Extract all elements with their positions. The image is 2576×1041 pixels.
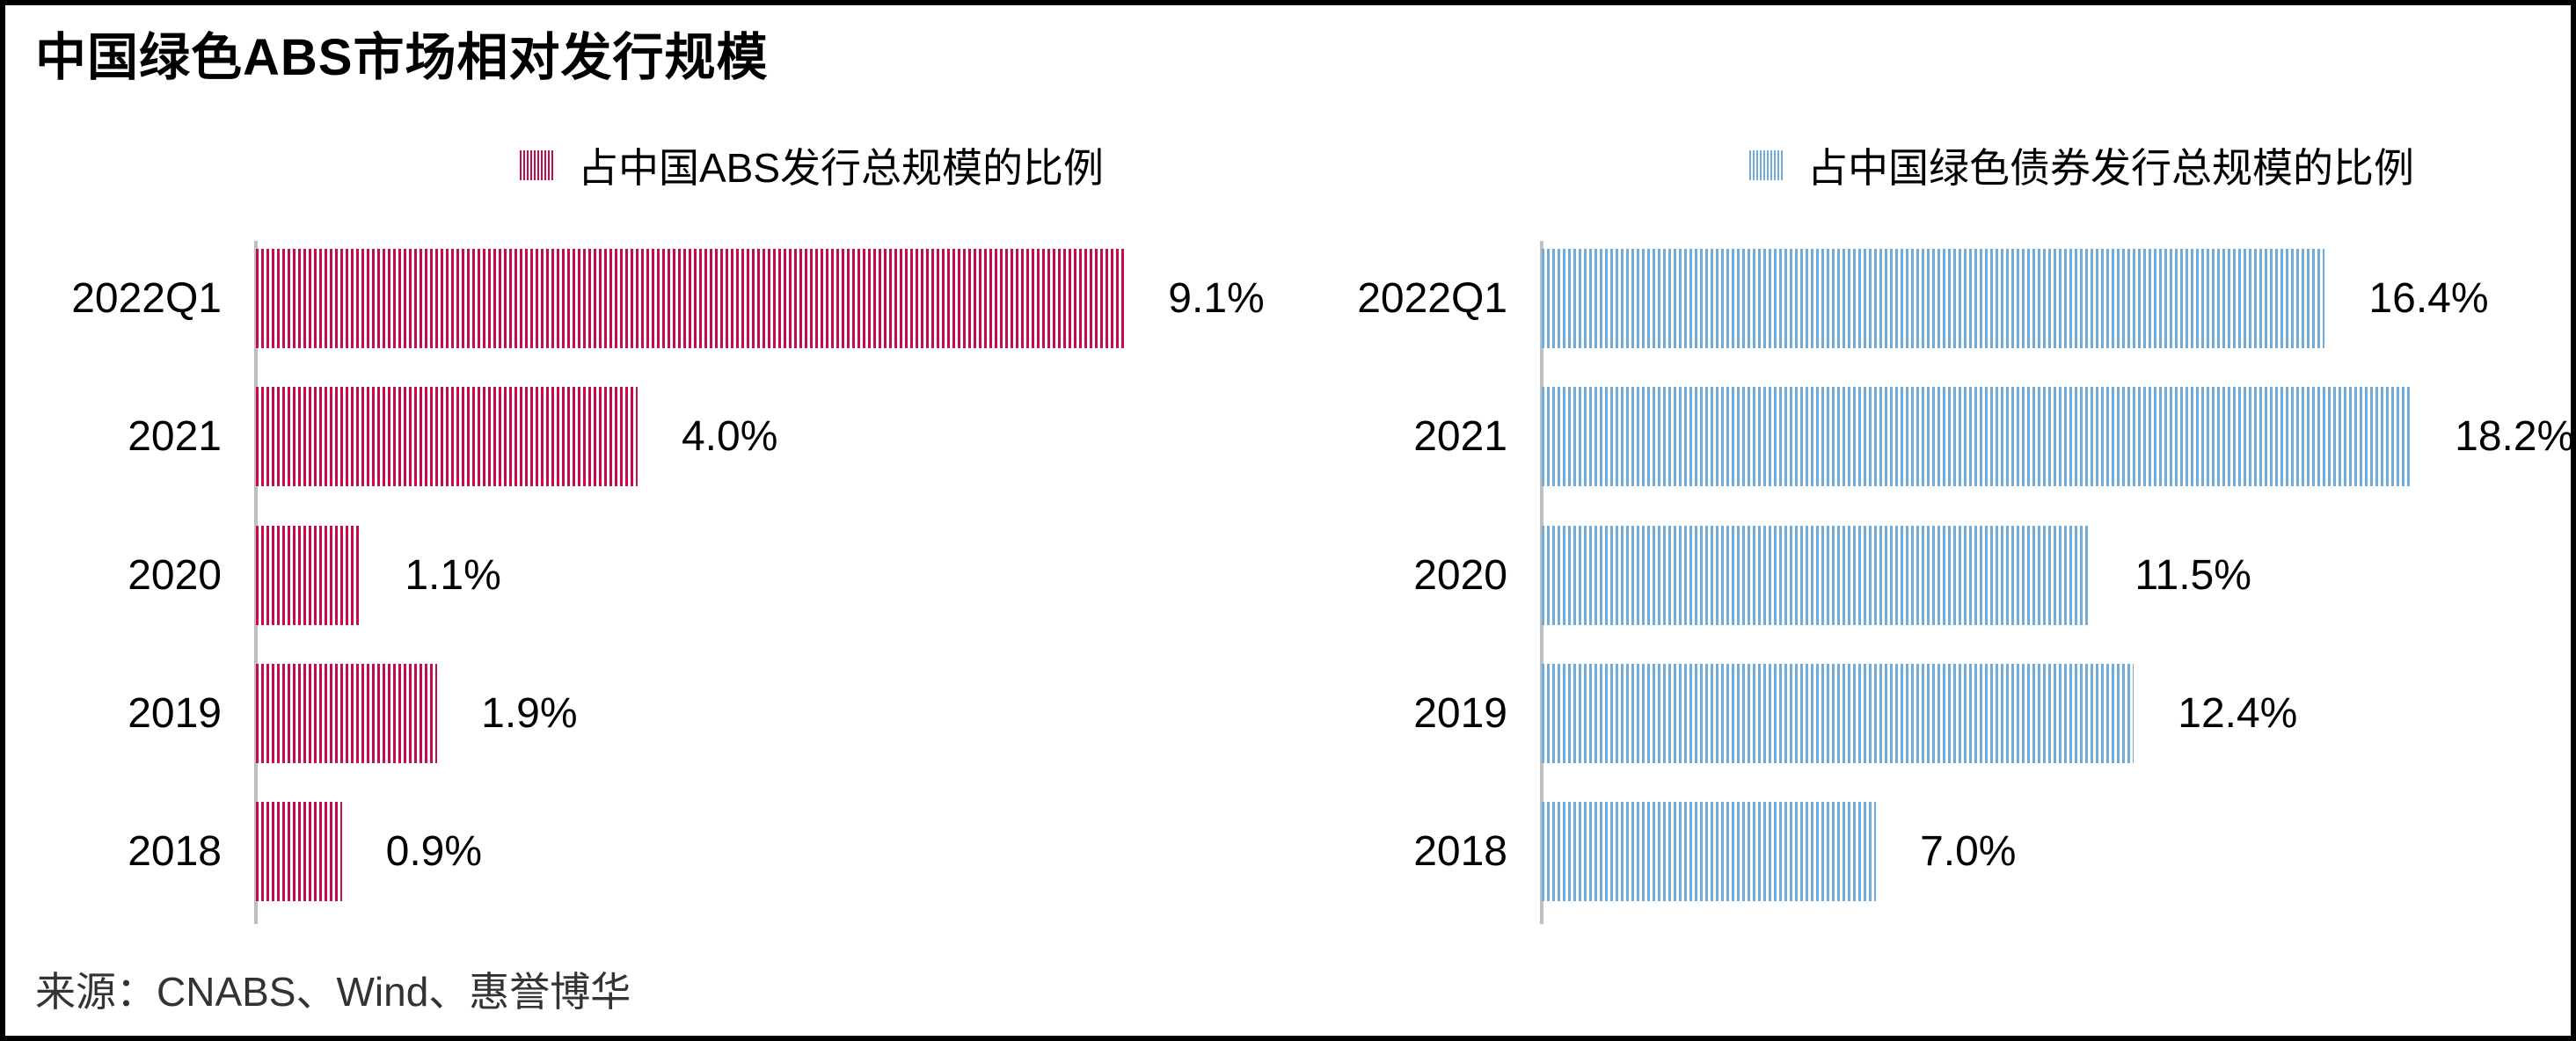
category-label: 2018 [128, 828, 222, 875]
category-label: 2022Q1 [1357, 275, 1507, 322]
value-label: 1.9% [481, 689, 578, 737]
green-bond-share-bar-chart: 2022Q1 16.4% 2021 18.2% 2020 11.5% 2019 12.4% 20… [1357, 241, 2575, 924]
abs-share-bar-chart: 2022Q1 9.1% 2021 4.0% 2020 1.1% 2019 1.9% 2018 0.… [71, 241, 1289, 924]
legend-abs-swatch-icon [520, 150, 555, 180]
bar [256, 525, 361, 625]
bar-row: 2021 18.2% [1413, 387, 2575, 487]
category-label: 2020 [1413, 551, 1507, 599]
bar-row: 2018 0.9% [128, 802, 1289, 901]
bar-row: 2019 12.4% [1413, 663, 2571, 763]
value-label: 1.1% [405, 551, 501, 599]
bar-row: 2018 7.0% [1413, 802, 2571, 901]
category-label: 2019 [128, 689, 222, 737]
bar [1542, 663, 2135, 763]
bar [256, 663, 438, 763]
legend-green-bond-label: 占中国绿色债券发行总规模的比例 [1807, 145, 2414, 191]
bar-row: 2020 11.5% [1413, 525, 2571, 625]
value-label: 7.0% [1920, 828, 2017, 875]
value-label: 18.2% [2455, 413, 2575, 461]
chart-title: 中国绿色ABS市场相对发行规模 [35, 29, 769, 86]
legend-abs-label: 占中国ABS发行总规模的比例 [578, 145, 1105, 191]
value-label: 11.5% [2135, 551, 2251, 599]
bar [256, 249, 1125, 348]
bar-row: 2019 1.9% [128, 663, 1289, 763]
bar [256, 387, 638, 487]
value-label: 12.4% [2178, 689, 2298, 737]
bar [1542, 802, 1877, 901]
value-label: 16.4% [2368, 275, 2489, 322]
source-note: 来源：CNABS、Wind、惠誉博华 [35, 969, 631, 1015]
bar [256, 802, 342, 901]
value-label: 9.1% [1168, 275, 1265, 322]
legend-abs-share: 占中国ABS发行总规模的比例 [520, 142, 1104, 191]
bar-row: 2020 1.1% [128, 525, 1289, 625]
category-label: 2018 [1413, 828, 1507, 875]
category-label: 2020 [128, 551, 222, 599]
category-label: 2019 [1413, 689, 1507, 737]
bar-row: 2021 4.0% [128, 387, 1289, 487]
category-label: 2021 [128, 413, 222, 461]
bar-row: 2022Q1 9.1% [71, 249, 1289, 348]
legend-green-bond-swatch-icon [1749, 150, 1784, 180]
legend-green-bond-share: 占中国绿色债券发行总规模的比例 [1749, 142, 2414, 191]
bar [1542, 249, 2325, 348]
category-label: 2022Q1 [71, 275, 222, 322]
category-label: 2021 [1413, 413, 1507, 461]
bar [1542, 525, 2091, 625]
bar [1542, 387, 2412, 487]
value-label: 0.9% [385, 828, 483, 875]
bar-row: 2022Q1 16.4% [1357, 249, 2571, 348]
value-label: 4.0% [681, 413, 778, 461]
